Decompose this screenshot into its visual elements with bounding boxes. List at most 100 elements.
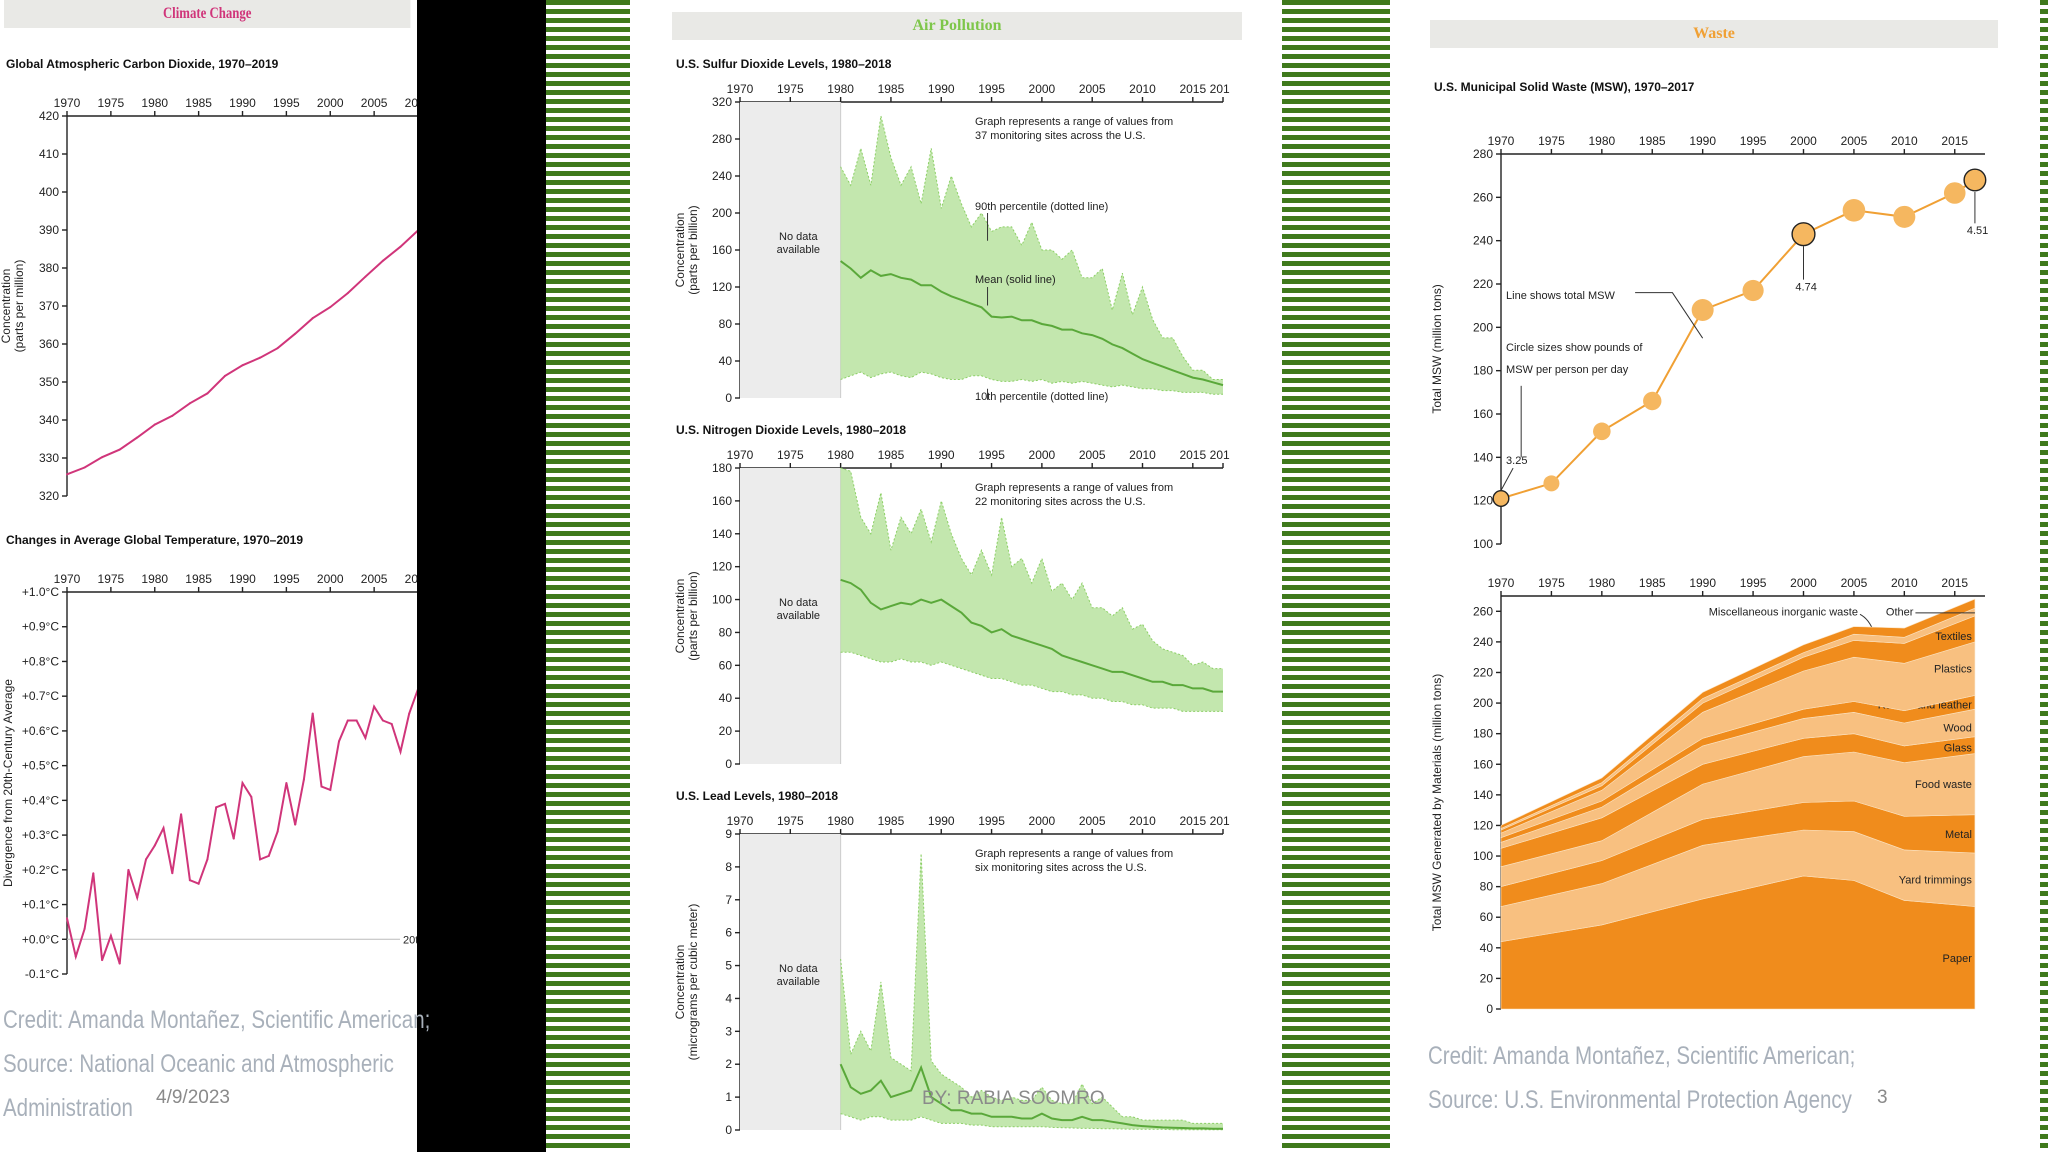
x-tick-label: 1980 [827,82,854,96]
climate-credit: Credit: Amanda Montañez, Scientific Amer… [3,998,430,1130]
y-tick-label: 7 [725,893,732,907]
temp-point [83,927,86,930]
no2-chart-title: U.S. Nitrogen Dioxide Levels, 1980–2018 [676,423,907,437]
y-tick-label: 20 [1480,971,1494,985]
no2-chart: 1970 1975 1980 1985 1990 1995 2000 2005 2010 2015… [673,448,1230,771]
lead-chart-title: U.S. Lead Levels, 1980–2018 [676,789,839,803]
x-tick-label: 1980 [827,448,854,462]
x-tick-label: 2015 [1179,448,1206,462]
y-tick-label: 390 [39,223,59,237]
y-tick-label: 3 [725,1024,732,1038]
temp-point [144,858,147,861]
range-note: Graph represents a range of values from [975,848,1173,860]
x-tick-label: 1985 [1639,576,1666,590]
x-tick-label: 1980 [1588,576,1615,590]
temp-point [399,750,402,753]
y-tick-label: 160 [712,243,732,257]
material-label: Plastics [1934,664,1972,676]
y-tick-label: 4 [725,991,732,1005]
temp-line [66,689,417,964]
per-person-label: 4.51 [1967,225,1988,237]
p90-label: 90th percentile (dotted line) [975,201,1108,213]
co2-point [206,392,209,395]
y-tick-label: 40 [719,691,733,705]
mean-label: Mean (solid line) [975,274,1056,286]
temp-point [109,934,112,937]
x-tick-label: 2000 [1790,134,1817,148]
y-tick-label: 160 [712,494,732,508]
so2-chart-title: U.S. Sulfur Dioxide Levels, 1980–2018 [676,57,892,71]
msw-point [1893,205,1916,228]
y-tick-label: 180 [712,461,732,475]
x-tick-label: 1970 [54,96,81,110]
y-tick-label: +0.0°C [22,932,59,946]
x-tick-label: 1970 [727,82,754,96]
temp-point [338,740,341,743]
range-note: Graph represents a range of values from [975,482,1173,494]
temp-point [259,858,262,861]
temp-point [162,827,165,830]
no-data-region [740,834,841,1130]
y-tick-label: 40 [719,354,733,368]
x-tick-label: 2000 [317,96,344,110]
y-tick-label: 20 [719,724,733,738]
climate-section-title: Climate Change [4,0,411,28]
no-data-label: No data [779,597,818,609]
x-tick-label: 2010 [1891,134,1918,148]
climate-panel [0,0,417,1152]
temp-point [66,917,68,920]
baseline-label: 20th-century average [403,934,417,946]
y-axis-label: (parts per million) [12,260,26,353]
y-axis-label: (parts per billion) [686,571,700,660]
temp-point [215,806,218,809]
y-tick-label: +0.8°C [22,654,59,668]
x-tick-label: 1990 [229,572,256,586]
y-tick-label: 100 [712,593,732,607]
x-tick-label: 1975 [777,82,804,96]
temp-point [267,854,270,857]
co2-chart: 1970197519801985199019952000200520102015… [0,96,417,503]
co2-point [118,448,121,451]
y-tick-label: +0.2°C [22,863,59,877]
y-tick-label: 1 [725,1090,732,1104]
msw-point [1691,299,1714,321]
x-tick-label: 1970 [1488,576,1515,590]
x-tick-label: 2010 [1129,814,1156,828]
materials-chart: 1970 1975 1980 1985 1990 1995 2000 2005 2010 2015… [1430,576,1985,1016]
y-tick-label: 0 [725,391,732,405]
co2-point [346,292,349,295]
temp-point [311,712,314,715]
x-tick-label: 1995 [273,96,300,110]
msw-chart: 1970 1975 1980 1985 1990 1995 2000 2005 2010 2015… [1430,134,1988,551]
mean-line [840,260,1224,387]
temp-point [74,955,77,958]
p10-line [840,1113,1223,1131]
y-tick-label: 220 [1473,665,1493,679]
temp-point [329,788,332,791]
temp-point [364,736,367,739]
temp-chart-title: Changes in Average Global Temperature, 1… [6,533,304,547]
y-tick-label: 120 [712,280,732,294]
credit-line: Source: National Oceanic and Atmospheric [3,1050,394,1078]
temp-point [241,782,244,784]
x-tick-label: 1985 [878,82,905,96]
material-label: Food waste [1915,779,1972,791]
x-tick-label: 1980 [827,814,854,828]
no-data-label: available [777,244,820,256]
no-data-label: No data [779,231,818,243]
co2-point [329,306,332,309]
x-tick-label: 1985 [878,814,905,828]
y-tick-label: +1.0°C [22,585,59,599]
co2-point [241,364,244,367]
x-tick-label: 2005 [1079,82,1106,96]
temp-point [153,844,156,847]
msw-note: Circle sizes show pounds of [1506,342,1643,354]
y-tick-label: 240 [712,169,732,183]
co2-point [101,456,104,459]
x-tick-label: 1985 [185,572,212,586]
x-tick-label: 2010 [1891,576,1918,590]
x-tick-label: 1985 [1639,134,1666,148]
waste-section-title: Waste [1430,20,1998,48]
x-tick-label: 1990 [229,96,256,110]
no-data-label: No data [779,963,818,975]
